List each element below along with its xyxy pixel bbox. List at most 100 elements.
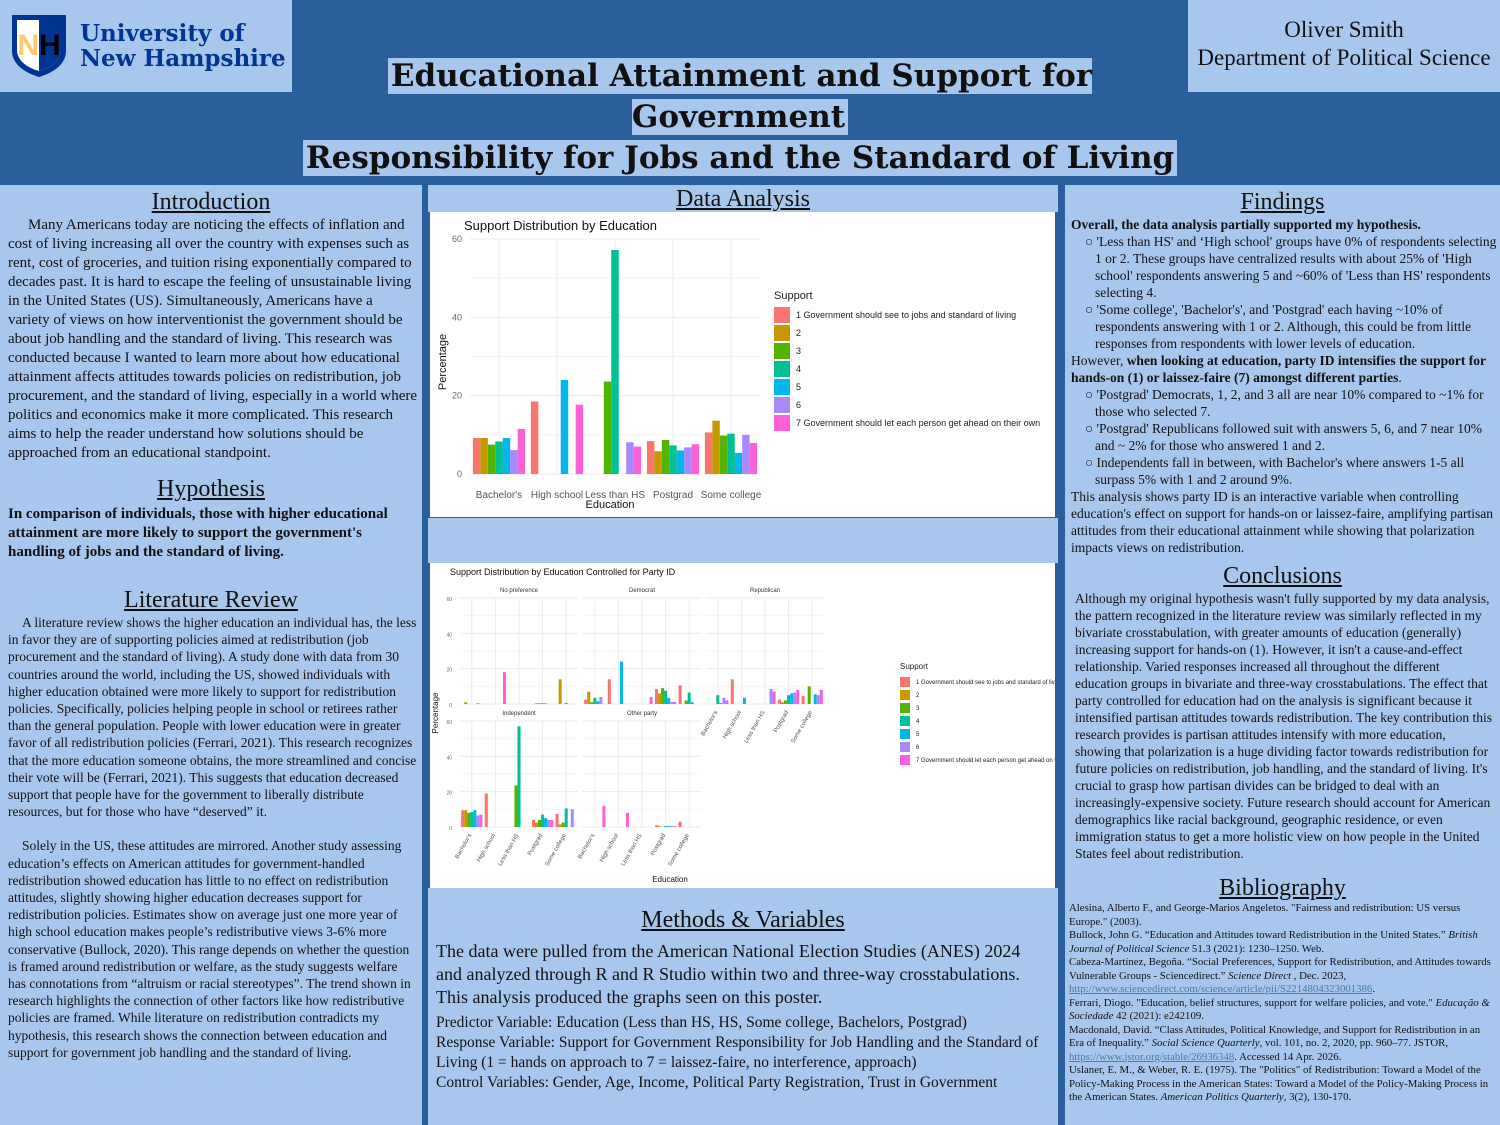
legend-swatch <box>900 703 910 713</box>
introduction-heading: Introduction <box>151 189 271 215</box>
bar <box>535 822 539 827</box>
bar <box>484 793 488 827</box>
findings-heading: Findings <box>1240 189 1325 215</box>
facet-label: Independent <box>502 711 536 717</box>
legend-swatch <box>774 415 790 431</box>
bar <box>535 703 539 704</box>
facet-label: Other party <box>627 711 657 717</box>
citation-details: 42 (2021): e242109. <box>1113 1010 1204 1022</box>
bar <box>538 819 542 827</box>
citation-details: , 3(2), 130-170. <box>1283 1091 1352 1103</box>
chart-title: Support Distribution by Education <box>464 218 657 233</box>
x-tick-label: Postgrad <box>773 710 790 734</box>
citation-source: Science Direct <box>1228 969 1291 982</box>
introduction-text: Many Americans today are noticing the ef… <box>8 217 418 461</box>
legend-title: Support <box>774 290 813 302</box>
bibliography-entry: Alesina, Alberto F., and George-Marios A… <box>1065 902 1500 929</box>
facet-label: Republican <box>750 588 780 594</box>
citation-source: American Politics Quarterly <box>1160 1091 1284 1103</box>
middle-column: Data Analysis Support Distribution by Ed… <box>428 185 1079 1125</box>
bar <box>558 824 562 827</box>
legend-swatch <box>900 716 910 726</box>
bar <box>734 452 743 474</box>
x-tick-label: Less than HS <box>621 833 644 867</box>
bar <box>673 826 677 827</box>
x-tick-label: High school <box>722 710 743 740</box>
bar <box>787 695 791 704</box>
left-column: Introduction Many Americans today are no… <box>0 185 422 1125</box>
bibliography-heading: Bibliography <box>1219 875 1346 901</box>
bar <box>727 433 735 474</box>
legend-label: 7 Government should let each person get … <box>796 418 1040 428</box>
y-tick-label: 20 <box>446 668 452 674</box>
bar <box>801 696 805 704</box>
citation-text: Macdonald, David. “Class Attitudes, Poli… <box>1069 1023 1481 1050</box>
unh-logo: NH University of New Hampshire <box>0 0 292 92</box>
bibliography-entry: Cabeza-Martínez, Begoña. “Social Prefere… <box>1065 956 1500 997</box>
author-box: Oliver Smith Department of Political Scie… <box>1188 0 1500 92</box>
citation-source: Social Science Quarterly <box>1151 1037 1260 1049</box>
bar <box>517 726 521 827</box>
x-tick-label: Less than HS <box>744 710 767 744</box>
citation-link[interactable]: https://www.jstor.org/stable/26936348 <box>1069 1050 1235 1063</box>
y-tick-label: 0 <box>449 703 452 709</box>
bar <box>716 695 720 704</box>
x-tick-label: Postgrad <box>527 833 544 857</box>
literature-review-heading: Literature Review <box>124 587 298 613</box>
author-name: Oliver Smith <box>1284 17 1404 42</box>
chart-support-by-party: Support Distribution by Education Contro… <box>430 563 1079 888</box>
hypothesis-heading: Hypothesis <box>157 476 265 502</box>
bar <box>807 686 811 704</box>
findings-however: However, when looking at education, part… <box>1071 353 1486 385</box>
citation-link[interactable]: http://www.sciencedirect.com/science/art… <box>1069 983 1373 995</box>
department: Department of Political Science <box>1197 45 1491 70</box>
bar <box>690 702 694 704</box>
bar <box>625 812 630 827</box>
bar <box>510 450 518 474</box>
bar <box>684 700 688 704</box>
bar <box>564 703 568 704</box>
legend-swatch <box>900 755 910 765</box>
x-tick-label: Postgrad <box>650 833 667 857</box>
bar <box>816 695 820 704</box>
x-tick-label: Some college <box>701 490 762 501</box>
poster-title: Educational Attainment and Support for G… <box>300 56 1180 179</box>
bar <box>719 703 723 704</box>
legend-swatch <box>774 343 790 359</box>
legend-swatch <box>900 729 910 739</box>
bar <box>670 701 674 704</box>
facet-label: Democrat <box>629 588 655 594</box>
finding-bullet: ○ Independents fall in between, with Bac… <box>1085 455 1465 487</box>
legend-swatch <box>774 361 790 377</box>
predictor-variable: Predictor Variable: Education (Less than… <box>436 1014 967 1031</box>
bar <box>547 819 551 827</box>
bar <box>658 693 662 704</box>
chart-title: Support Distribution by Education Contro… <box>450 567 676 577</box>
literature-review-para2: Solely in the US, these attitudes are mi… <box>8 838 411 1060</box>
bibliography-list: Alesina, Alberto F., and George-Marios A… <box>1065 902 1500 1105</box>
citation-details: 51.3 (2021): 1230–1250. Web. <box>1189 942 1325 955</box>
bar <box>742 434 750 474</box>
bar <box>470 811 474 827</box>
bar <box>678 685 682 704</box>
citation-source: Educação & Sociedade <box>1069 996 1490 1023</box>
logo-line1: University of <box>80 20 245 47</box>
bar <box>654 688 659 704</box>
x-tick-label: Some college <box>668 832 692 867</box>
legend-label: 2 <box>916 693 920 699</box>
bar <box>646 441 655 474</box>
bar <box>538 703 542 704</box>
chart-support-by-education: Support Distribution by Education Bachelo… <box>430 212 1055 517</box>
bar <box>584 699 588 704</box>
bar <box>480 437 488 474</box>
y-tick-label: 20 <box>446 791 452 797</box>
logo-line2: New Hampshire <box>80 45 286 72</box>
citation-source: British Journal of Political Science <box>1069 929 1478 955</box>
bar <box>654 825 659 827</box>
bar <box>560 380 569 474</box>
x-tick-label: Some college <box>545 832 569 867</box>
findings-lead: Overall, the data analysis partially sup… <box>1071 217 1421 232</box>
bar <box>649 696 653 704</box>
finding-bullet: ○ 'Some college', 'Bachelor's', and 'Pos… <box>1085 302 1472 351</box>
y-tick-label: 60 <box>452 234 462 244</box>
